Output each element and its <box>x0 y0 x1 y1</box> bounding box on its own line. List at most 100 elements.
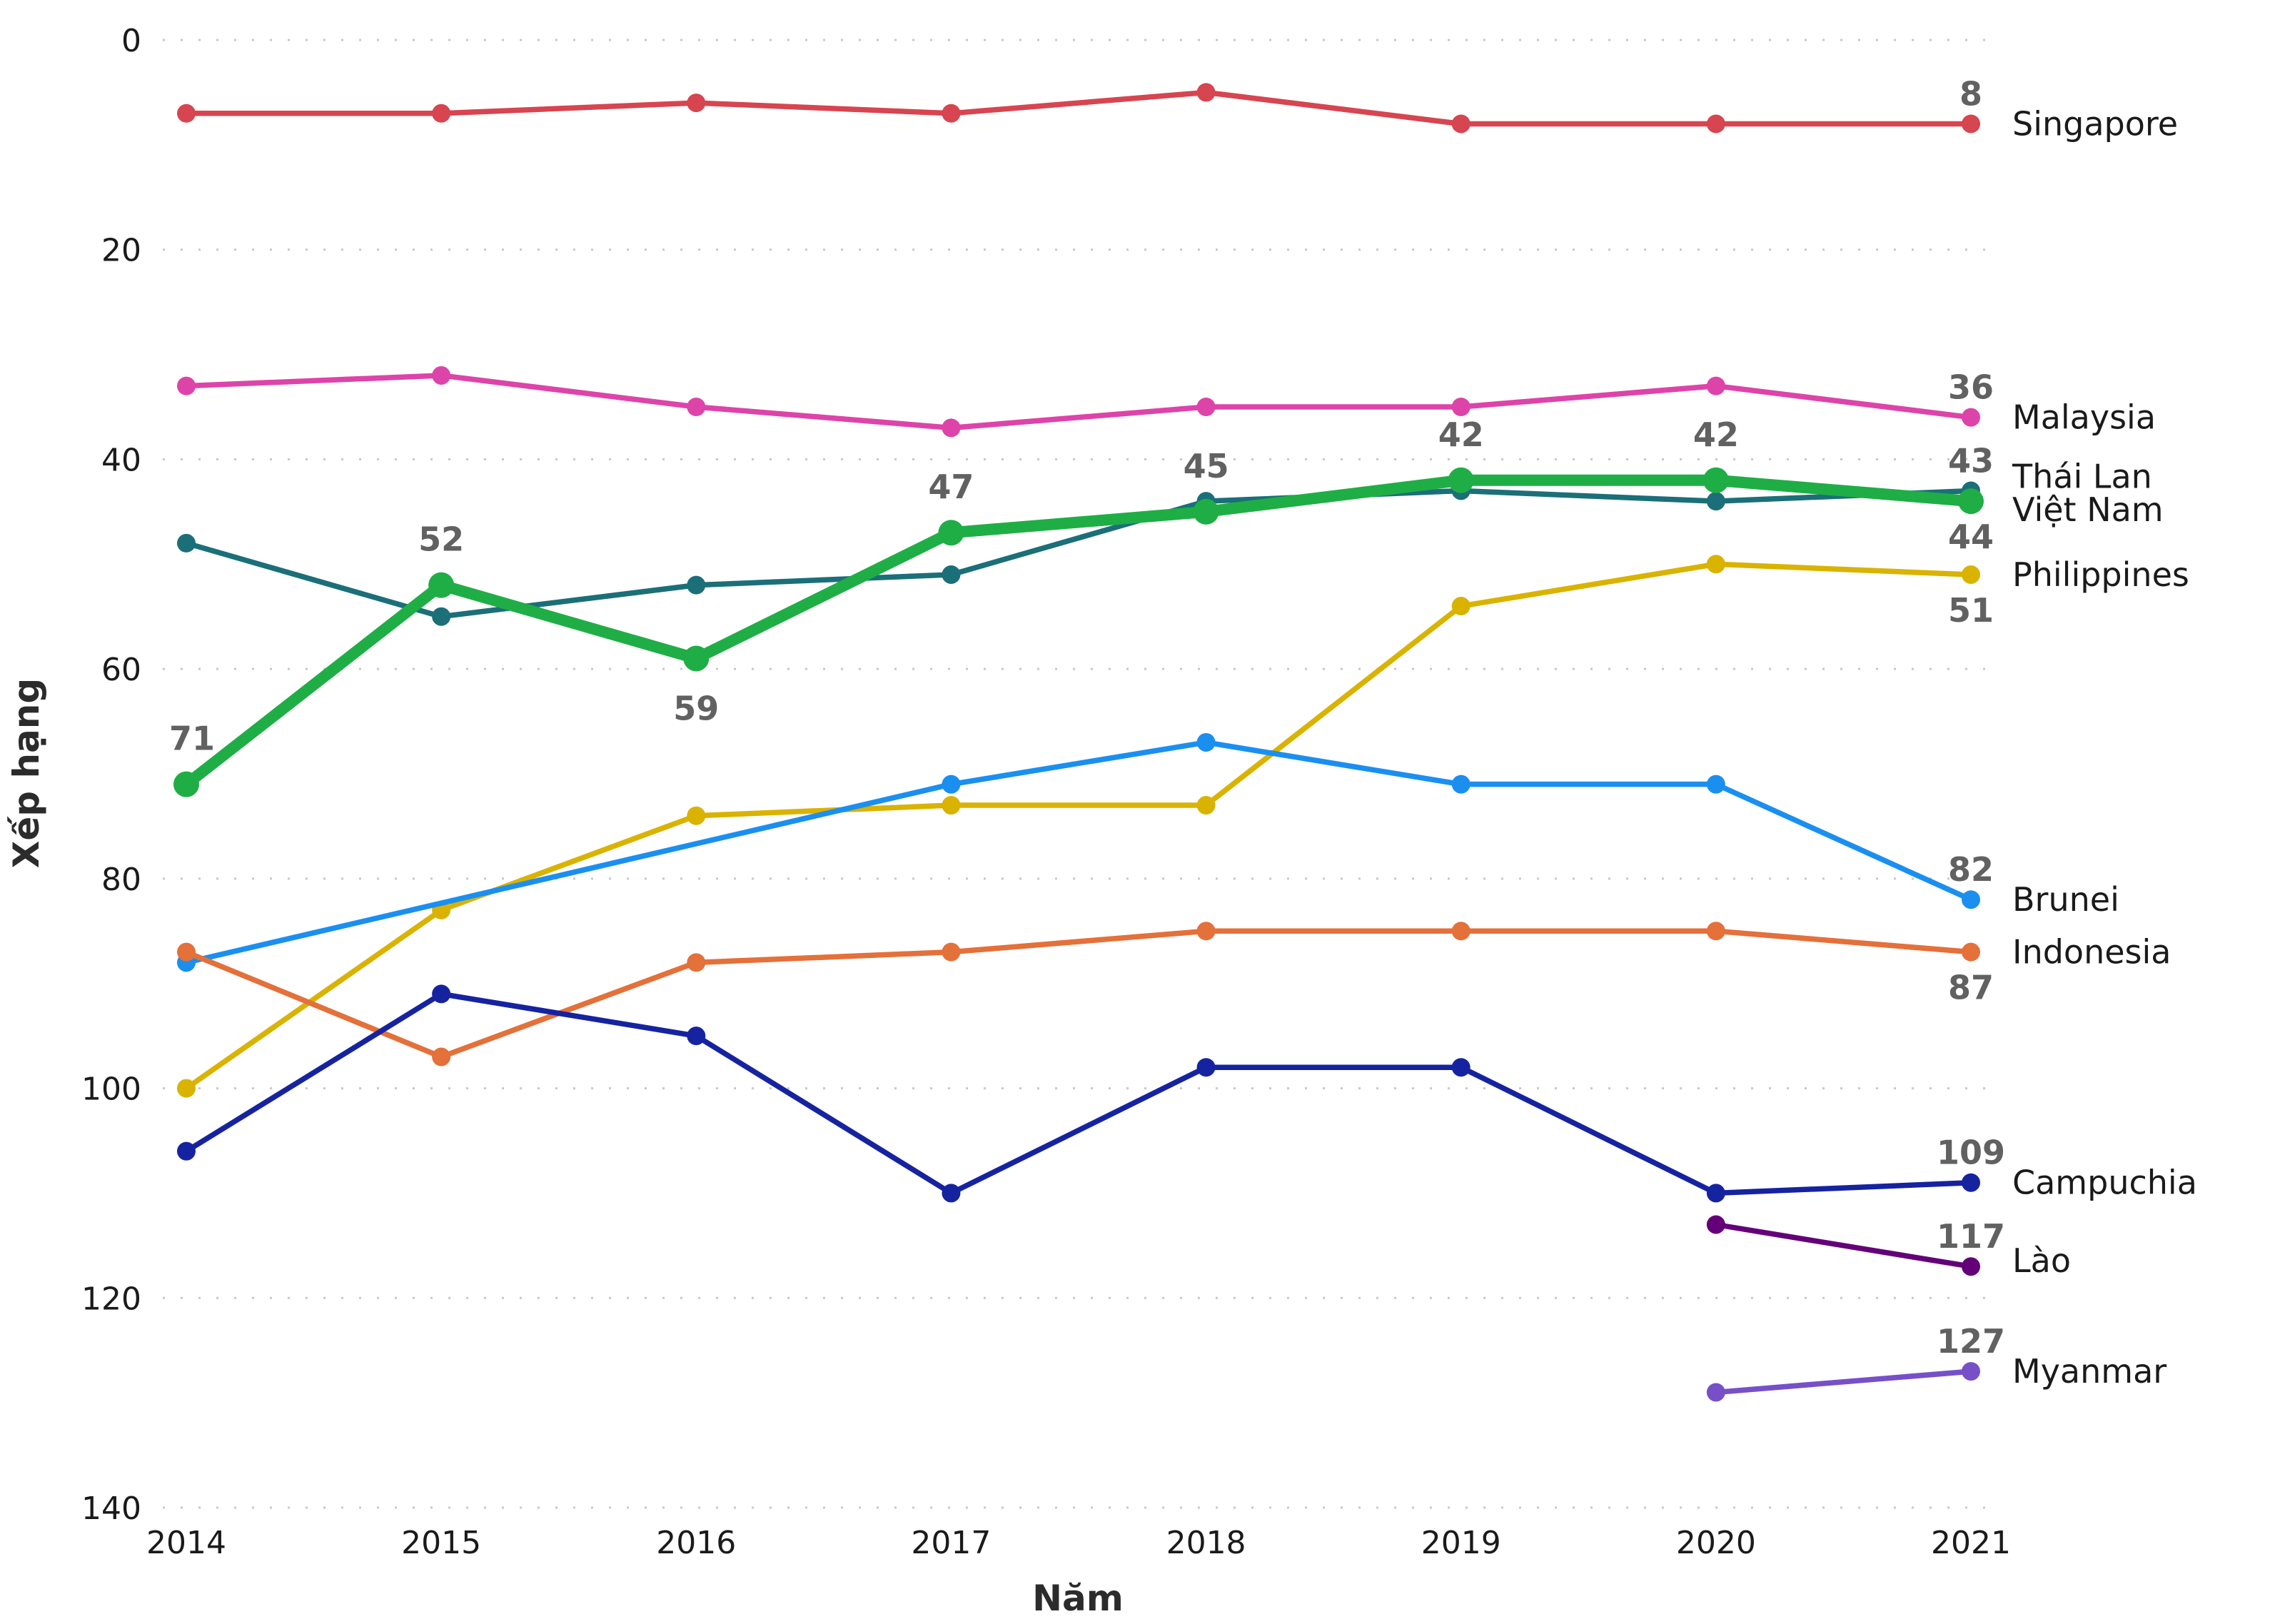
data-point <box>1706 376 1725 395</box>
series-name-label: Philippines <box>2012 555 2189 594</box>
data-point <box>177 104 196 123</box>
data-point <box>1196 796 1216 815</box>
series-line <box>183 474 1972 789</box>
data-point <box>1706 922 1725 941</box>
y-tick-label: 0 <box>121 23 141 59</box>
data-point <box>1451 398 1471 416</box>
series-singapore <box>177 83 1980 133</box>
series-lào <box>1706 1215 1980 1276</box>
data-point <box>942 104 961 123</box>
end-value-label: 87 <box>1948 969 1994 1007</box>
point-value-label: 52 <box>418 520 464 559</box>
data-point <box>683 645 710 672</box>
data-point <box>432 607 451 626</box>
data-point <box>1196 732 1216 752</box>
data-point <box>1703 467 1729 493</box>
data-point <box>687 398 706 416</box>
x-tick-label: 2015 <box>401 1525 481 1561</box>
series-name-label: Indonesia <box>2012 933 2171 972</box>
end-value-label: 43 <box>1948 441 1994 480</box>
series-name-label: Việt Nam <box>2012 490 2164 529</box>
data-point <box>942 796 961 815</box>
y-tick-label: 140 <box>81 1491 141 1527</box>
y-tick-label: 60 <box>101 652 141 688</box>
data-point <box>1193 498 1219 525</box>
data-point <box>1706 492 1725 511</box>
data-point <box>432 104 451 123</box>
series-line <box>1715 1368 1972 1396</box>
data-point <box>942 775 961 794</box>
x-tick-label: 2016 <box>656 1525 736 1561</box>
series-line <box>185 488 1972 620</box>
data-point <box>428 572 455 598</box>
data-point <box>177 942 196 962</box>
data-point <box>1196 83 1216 102</box>
data-point <box>432 984 451 1004</box>
data-point <box>1962 890 1980 909</box>
data-point <box>1451 114 1471 133</box>
data-point <box>687 1027 706 1046</box>
data-point <box>1962 1257 1980 1276</box>
data-point <box>432 365 451 385</box>
y-axis-title: Xếp hạng <box>6 678 47 868</box>
data-point <box>1196 398 1216 416</box>
end-value-label: 8 <box>1959 74 1982 113</box>
point-value-label: 45 <box>1184 447 1229 485</box>
series-lines <box>173 83 1984 1402</box>
data-point <box>687 806 706 825</box>
y-tick-label: 100 <box>81 1071 141 1108</box>
series-indonesia <box>177 922 1980 1066</box>
end-value-label: 117 <box>1937 1217 2005 1256</box>
data-point <box>687 94 706 113</box>
x-tick-label: 2021 <box>1931 1525 2011 1561</box>
end-value-label: 109 <box>1937 1134 2005 1172</box>
x-tick-label: 2019 <box>1421 1525 1501 1561</box>
data-point <box>1451 775 1471 794</box>
data-point <box>1962 408 1980 427</box>
end-value-label: 44 <box>1948 518 1994 556</box>
y-tick-label: 120 <box>81 1281 141 1317</box>
data-point <box>177 1079 196 1098</box>
data-point <box>1196 922 1216 941</box>
x-tick-label: 2018 <box>1166 1525 1246 1561</box>
series-name-label: Singapore <box>2012 104 2178 143</box>
data-point <box>173 771 199 797</box>
data-point <box>1958 488 1984 515</box>
data-point <box>1706 555 1725 574</box>
end-value-label: 51 <box>1948 591 1994 630</box>
data-point <box>942 418 961 438</box>
data-point <box>1706 1184 1725 1203</box>
data-point <box>687 575 706 595</box>
data-point <box>1196 1058 1216 1077</box>
y-axis-ticks: 0 20 40 60 80 100 120 140 <box>81 23 141 1527</box>
x-tick-label: 2017 <box>911 1525 991 1561</box>
data-point <box>1962 1362 1980 1381</box>
point-value-label: 71 <box>169 720 215 758</box>
series-line <box>1715 1221 1972 1269</box>
series-line <box>186 89 1971 127</box>
data-point <box>1962 1173 1980 1192</box>
series-name-label: Campuchia <box>2012 1164 2197 1202</box>
data-point <box>432 1047 451 1066</box>
data-point <box>942 942 961 962</box>
series-line <box>186 740 1972 965</box>
point-value-label: 42 <box>1693 415 1739 454</box>
end-value-label: 36 <box>1948 368 1994 407</box>
series-brunei <box>177 732 1980 972</box>
data-point <box>1706 1383 1725 1402</box>
series-name-label: Thái Lan <box>2012 457 2152 495</box>
data-point <box>1962 114 1980 133</box>
series-myanmar <box>1706 1362 1980 1402</box>
data-point <box>1962 942 1980 962</box>
series-name-label: Malaysia <box>2012 398 2156 437</box>
point-value-label: 59 <box>673 689 719 727</box>
data-point <box>1706 775 1725 794</box>
y-tick-label: 80 <box>101 862 141 898</box>
data-point <box>1451 597 1471 616</box>
data-point <box>938 520 964 546</box>
x-axis-title: Năm <box>1032 1578 1124 1619</box>
series-campuchia <box>177 984 1980 1203</box>
end-value-label: 82 <box>1948 850 1994 889</box>
series-name-label: Brunei <box>2012 880 2119 919</box>
